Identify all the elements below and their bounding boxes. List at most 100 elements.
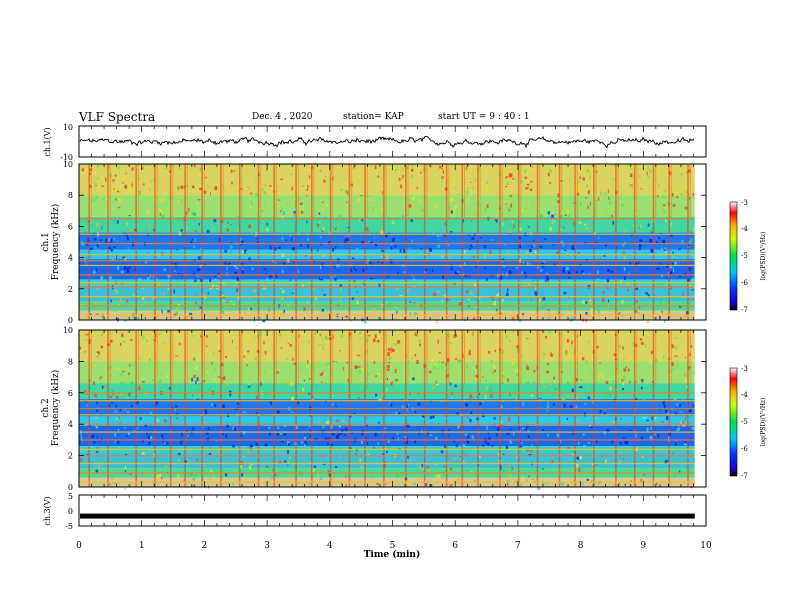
spectrogram-speckle <box>115 378 117 382</box>
spectrogram-speckle <box>442 361 444 364</box>
spectrogram-speckle <box>385 453 388 455</box>
spectrogram-speckle <box>587 442 590 444</box>
impulse-streak-upper <box>655 330 657 385</box>
impulse-streak <box>574 164 576 320</box>
spectrogram-speckle <box>307 244 309 248</box>
spectrogram-speckle <box>186 252 189 255</box>
spectrogram-speckle <box>302 214 305 216</box>
spectrogram-speckle <box>484 379 487 381</box>
spectrogram-speckle <box>526 224 528 226</box>
spectrogram-speckle <box>286 381 289 386</box>
spectrogram-speckle <box>341 429 344 433</box>
spectrogram-speckle <box>663 249 667 251</box>
spectrogram-speckle <box>502 222 504 226</box>
spectrogram-speckle <box>90 248 93 251</box>
spectrogram-speckle <box>291 411 294 413</box>
spectrogram-speckle <box>515 267 519 269</box>
spectrogram-speckle <box>439 165 442 169</box>
spectrogram-speckle <box>171 261 173 266</box>
spectrogram-speckle <box>394 369 397 373</box>
spectrogram-speckle <box>442 168 443 170</box>
spectrogram-speckle <box>486 204 489 208</box>
spectrogram-speckle <box>466 440 470 444</box>
spectrogram-speckle <box>308 175 311 179</box>
spectrogram-speckle <box>347 378 349 383</box>
figure-title: VLF Spectra <box>79 110 156 124</box>
spectrogram-speckle <box>554 388 557 390</box>
spectrogram-speckle <box>522 402 525 406</box>
spectrogram-speckle <box>250 359 253 363</box>
spectrogram-speckle <box>319 416 322 418</box>
spectrogram-speckle <box>143 357 145 361</box>
spectrogram-speckle <box>192 477 195 482</box>
spectrogram-speckle <box>453 283 456 285</box>
spectrogram-speckle <box>245 335 249 339</box>
spectrogram-speckle <box>457 359 460 363</box>
spectrogram-speckle <box>691 330 693 334</box>
spectrogram-speckle <box>397 437 399 441</box>
spectrogram-speckle <box>218 238 221 242</box>
spectrogram-speckle <box>122 371 125 373</box>
spectrogram-speckle <box>642 387 644 392</box>
spectrogram-speckle <box>656 483 658 485</box>
spectrogram-speckle <box>402 215 404 217</box>
spectrogram-speckle <box>596 345 599 349</box>
spectrogram-speckle <box>443 235 447 237</box>
spectrogram-speckle <box>427 351 430 354</box>
spectrogram-speckle <box>197 268 201 272</box>
spectrogram-speckle <box>304 185 307 188</box>
impulse-streak-upper <box>636 330 638 385</box>
spectrogram-speckle <box>177 474 180 479</box>
spectrogram-speckle <box>109 173 112 178</box>
spectrogram-speckle <box>307 302 309 305</box>
spectrogram-speckle <box>596 177 598 180</box>
spectrogram-speckle <box>467 187 469 190</box>
spectrogram-speckle <box>664 219 667 223</box>
freq-tick-label: 0 <box>68 483 73 492</box>
spectrogram-speckle <box>482 413 485 418</box>
spectrogram-speckle <box>612 221 615 225</box>
spectrogram-speckle <box>605 380 609 385</box>
ch2-colorbar-tick-minus5: -5 <box>741 418 748 426</box>
spectrogram-speckle <box>360 440 363 444</box>
spectrogram-speckle <box>259 316 261 319</box>
spectrogram-speckle <box>192 229 195 232</box>
spectrogram-speckle <box>590 308 594 312</box>
spectrogram-speckle <box>334 265 336 268</box>
spectrogram-speckle <box>673 398 677 401</box>
impulse-streak-upper <box>448 164 450 219</box>
impulse-streak <box>593 164 595 320</box>
spectrogram-speckle <box>675 352 678 356</box>
spectrogram-speckle <box>520 208 523 213</box>
spectrogram-speckle <box>232 303 235 306</box>
spectrogram-speckle <box>197 275 199 278</box>
spectrogram-speckle <box>623 368 627 372</box>
spectrogram-speckle <box>407 455 409 459</box>
spectrogram-speckle <box>158 473 162 478</box>
spectrogram-speckle <box>513 340 516 344</box>
spectrogram-speckle <box>105 238 108 243</box>
spectrogram-speckle <box>199 187 203 191</box>
spectrogram-speckle <box>275 262 277 264</box>
spectrogram-speckle <box>475 375 479 378</box>
spectrogram-speckle <box>261 370 264 372</box>
ch1-spectrogram-ylabel: ch.1 <box>41 232 51 251</box>
spectrogram-speckle <box>453 394 455 398</box>
spectrogram-speckle <box>222 433 224 435</box>
spectrogram-speckle <box>398 178 401 181</box>
narrowband-line <box>79 455 695 457</box>
spectrogram-speckle <box>492 372 494 374</box>
impulse-streak <box>135 164 137 320</box>
spectrogram-speckle <box>510 428 513 430</box>
impulse-streak-upper <box>576 330 578 385</box>
spectrogram-speckle <box>546 370 550 373</box>
spectrogram-speckle <box>390 382 393 386</box>
spectrogram-speckle <box>291 236 293 241</box>
spectrogram-speckle <box>403 475 406 479</box>
spectrogram-speckle <box>247 167 250 170</box>
spectrogram-speckle <box>268 402 272 403</box>
spectrogram-speckle <box>127 247 129 251</box>
spectrogram-speckle <box>275 371 277 375</box>
spectrogram-speckle <box>233 265 237 268</box>
